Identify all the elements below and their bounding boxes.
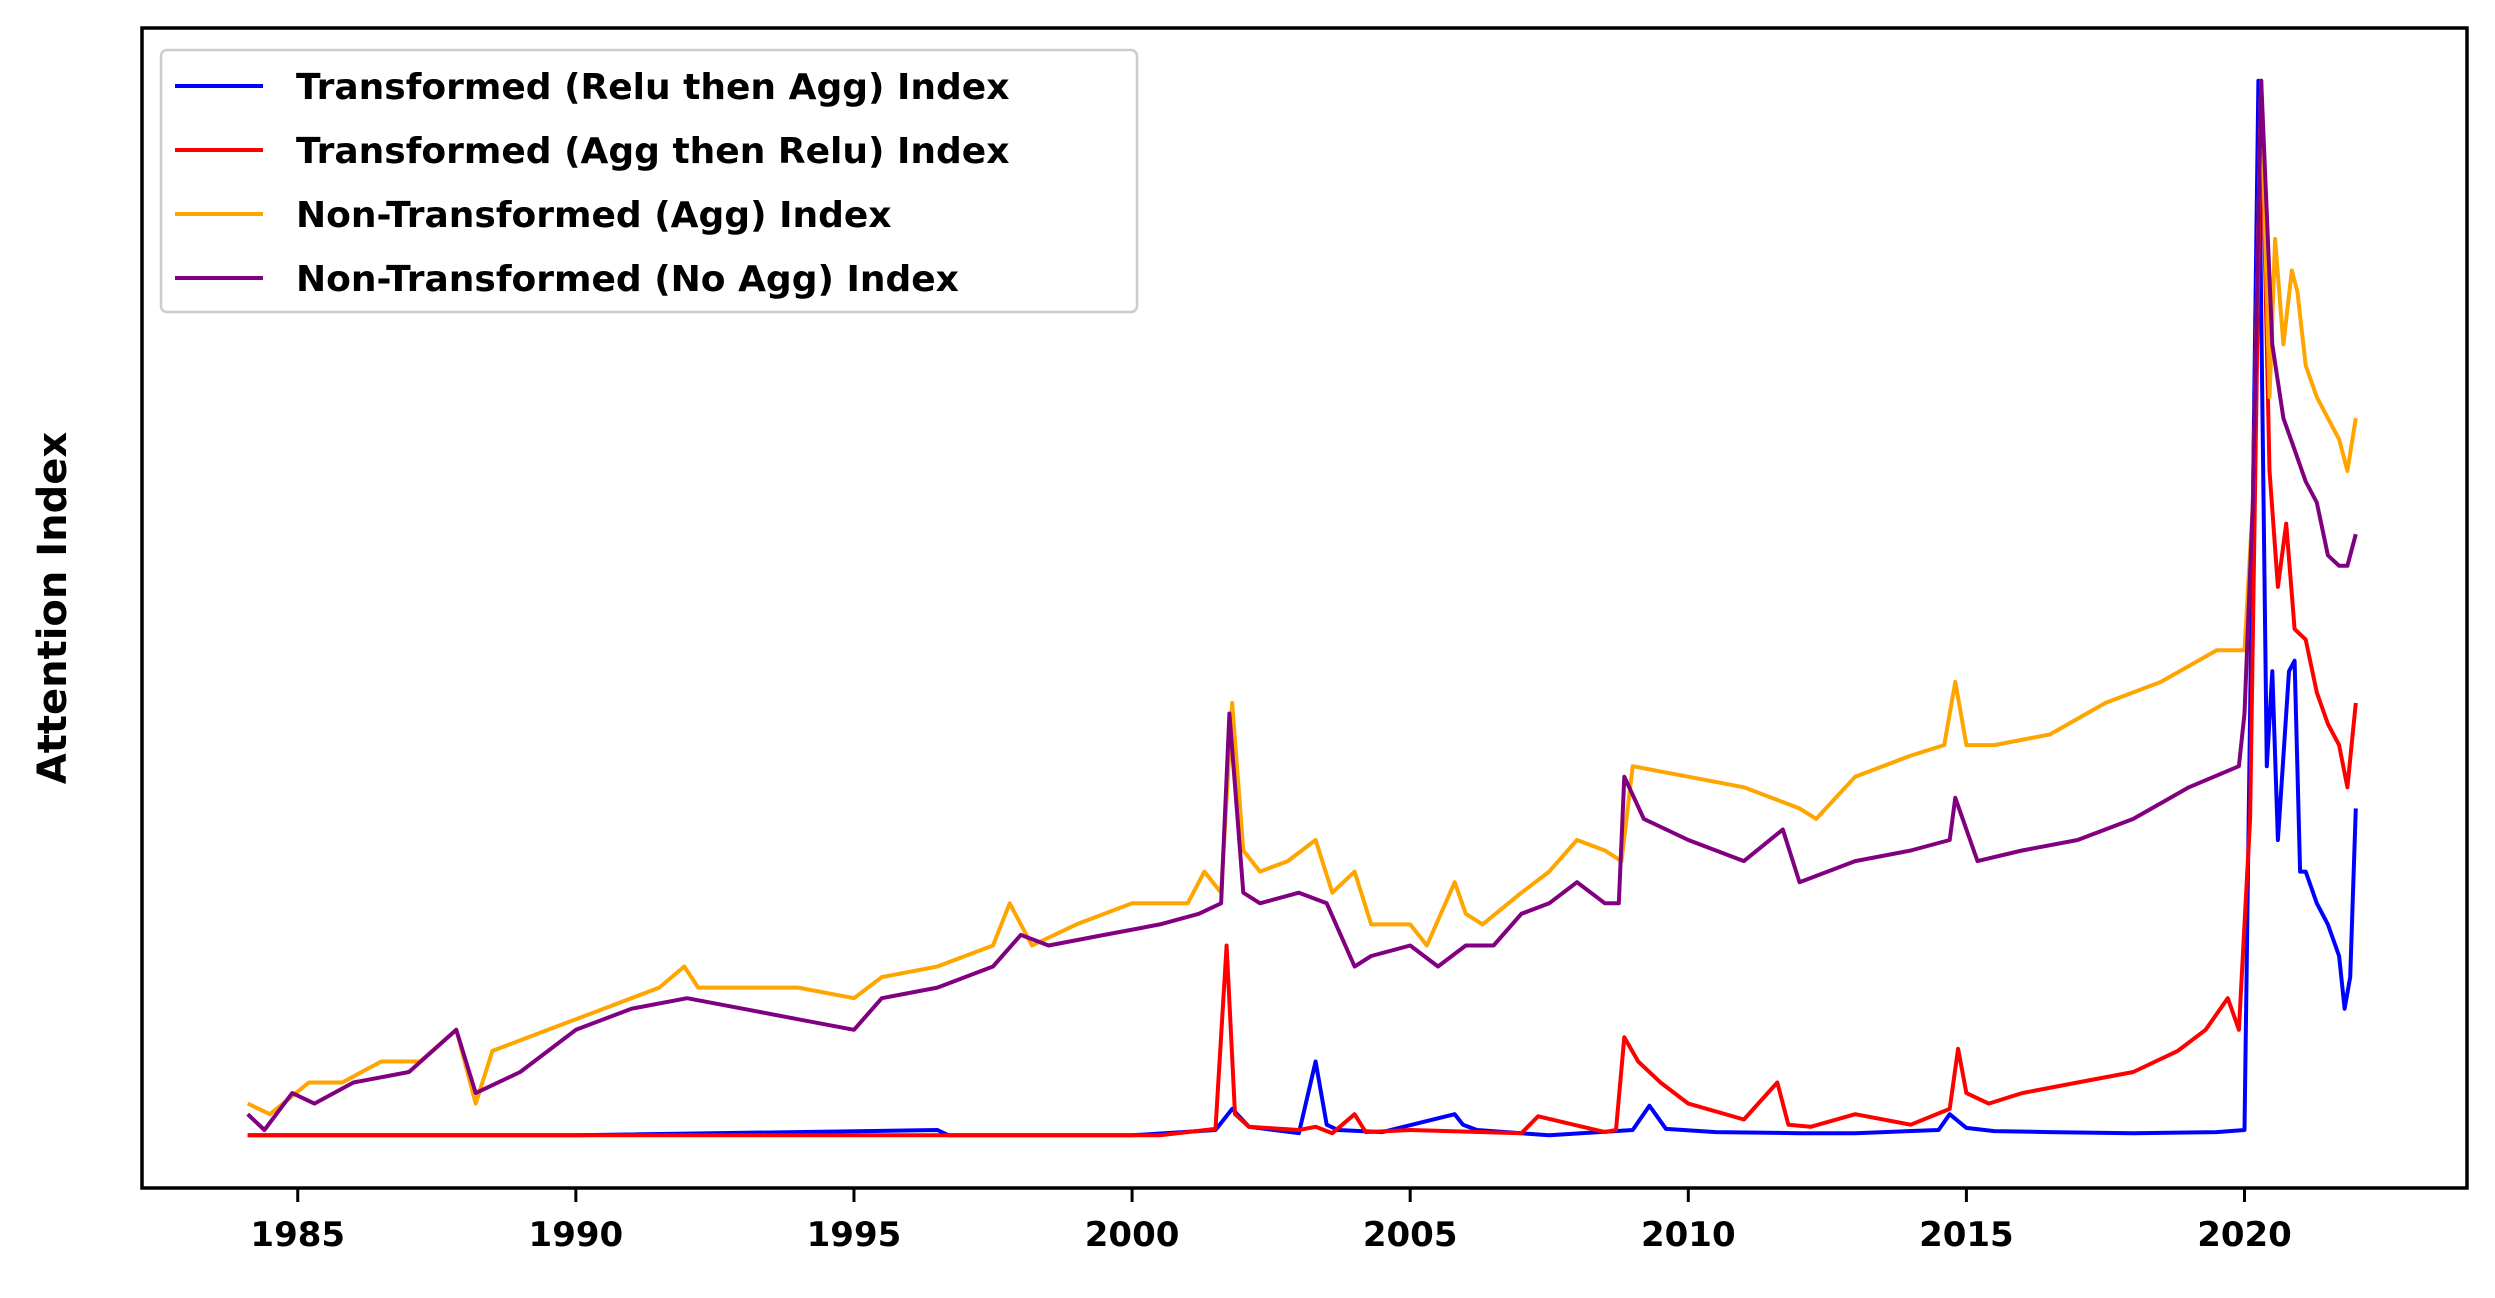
- legend-label-2: Transformed (Agg then Relu) Index: [296, 131, 1009, 172]
- x-tick-label: 2020: [2197, 1215, 2292, 1255]
- x-tick-label: 1985: [250, 1215, 345, 1255]
- legend-label-1: Transformed (Relu then Agg) Index: [296, 67, 1009, 108]
- x-tick-label: 1995: [807, 1215, 902, 1255]
- x-tick-label: 2005: [1363, 1215, 1458, 1255]
- legend-box: [159, 48, 1139, 314]
- x-axis: 1985 1990 1995 2000 2005 2010 2015 2020: [250, 1188, 2292, 1255]
- legend: Transformed (Relu then Agg) Index Transfo…: [159, 48, 1139, 314]
- x-tick-label: 2015: [1919, 1215, 2014, 1255]
- x-tick-label: 2010: [1641, 1215, 1736, 1255]
- y-axis-label: Attention Index: [30, 432, 76, 785]
- x-tick-label: 1990: [529, 1215, 624, 1255]
- series-line-2: [247, 78, 2358, 1138]
- x-tick-label: 2000: [1085, 1215, 1180, 1255]
- plot-frame: [140, 26, 2469, 1190]
- series-lines: [246, 78, 2358, 1138]
- legend-label-4: Non-Transformed (No Agg) Index: [296, 259, 959, 300]
- legend-label-3: Non-Transformed (Agg) Index: [296, 195, 892, 236]
- series-line-4: [246, 78, 2358, 1132]
